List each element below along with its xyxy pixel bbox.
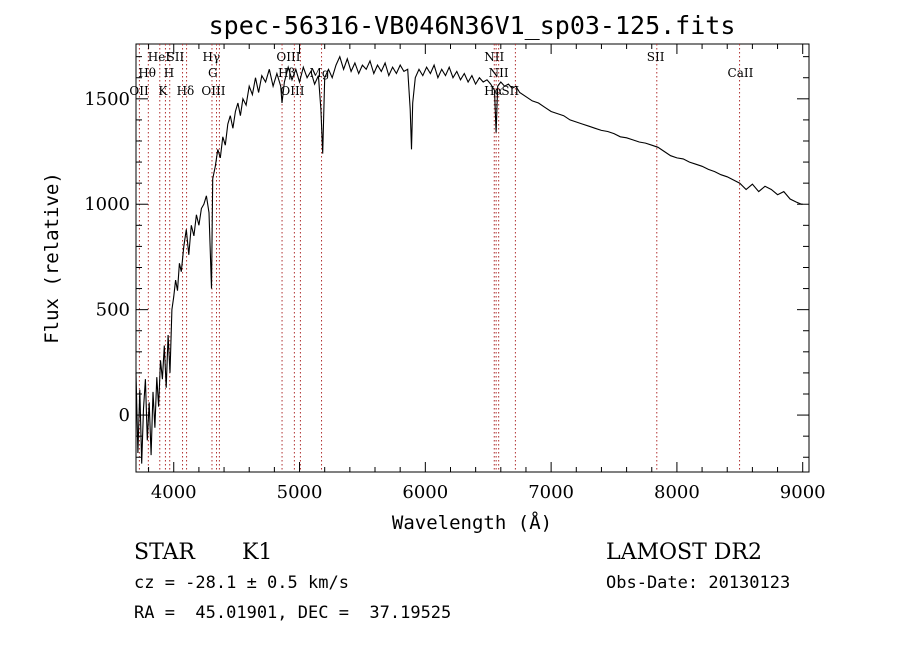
spectrum-line [135,55,803,464]
marker-label: Hα [484,84,503,98]
x-tick-label: 7000 [528,482,574,503]
marker-label: SII [647,50,665,64]
marker-label: Hγ [203,50,221,64]
x-tick-label: 6000 [402,482,448,503]
x-axis-label: Wavelength (Å) [392,511,552,534]
chart-title: spec-56316-VB046N36V1_sp03-125.fits [209,11,736,40]
observation-date: Obs-Date: 20130123 [606,573,791,593]
object-class: STAR [134,540,195,565]
marker-label: NII [489,66,509,80]
y-axis-label: Flux (relative) [41,172,63,344]
redshift-readout: cz = -28.1 ± 0.5 km/s [134,573,349,593]
marker-label: NII [484,50,504,64]
y-tick-label: 0 [119,405,130,426]
marker-label: H [164,66,174,80]
marker-label: OII [129,84,149,98]
marker-label: SII [501,84,519,98]
y-tick-label: 500 [96,300,130,321]
x-tick-label: 8000 [654,482,700,503]
object-subclass: K1 [242,540,273,565]
sky-coordinates: RA = 45.01901, DEC = 37.19525 [134,603,452,623]
marker-label: OIII [280,84,304,98]
axis-ticks: 4000 5000 6000 7000 8000 9000 0 500 1000 1500 [84,44,826,503]
marker-label: K [158,84,168,98]
marker-label: Hθ [138,66,156,80]
x-tick-label: 4000 [151,482,197,503]
x-tick-label: 9000 [780,482,826,503]
y-tick-label: 1000 [84,194,130,215]
marker-label: CaII [728,66,754,80]
marker-label: SII [167,50,185,64]
marker-label: OIII [201,84,225,98]
marker-label: G [208,66,218,80]
plot-frame [135,43,810,473]
marker-label: OIII [276,50,300,64]
survey-name: LAMOST DR2 [606,540,762,565]
spectral-line-markers: OIIHθHeIKHSIIHδHγGOIIIHβOIIIOIIIMgNIIHαN… [129,44,754,472]
y-tick-label: 1500 [84,89,130,110]
marker-label: Hδ [177,84,195,98]
x-tick-label: 5000 [277,482,323,503]
marker-label: HeI [148,50,171,64]
